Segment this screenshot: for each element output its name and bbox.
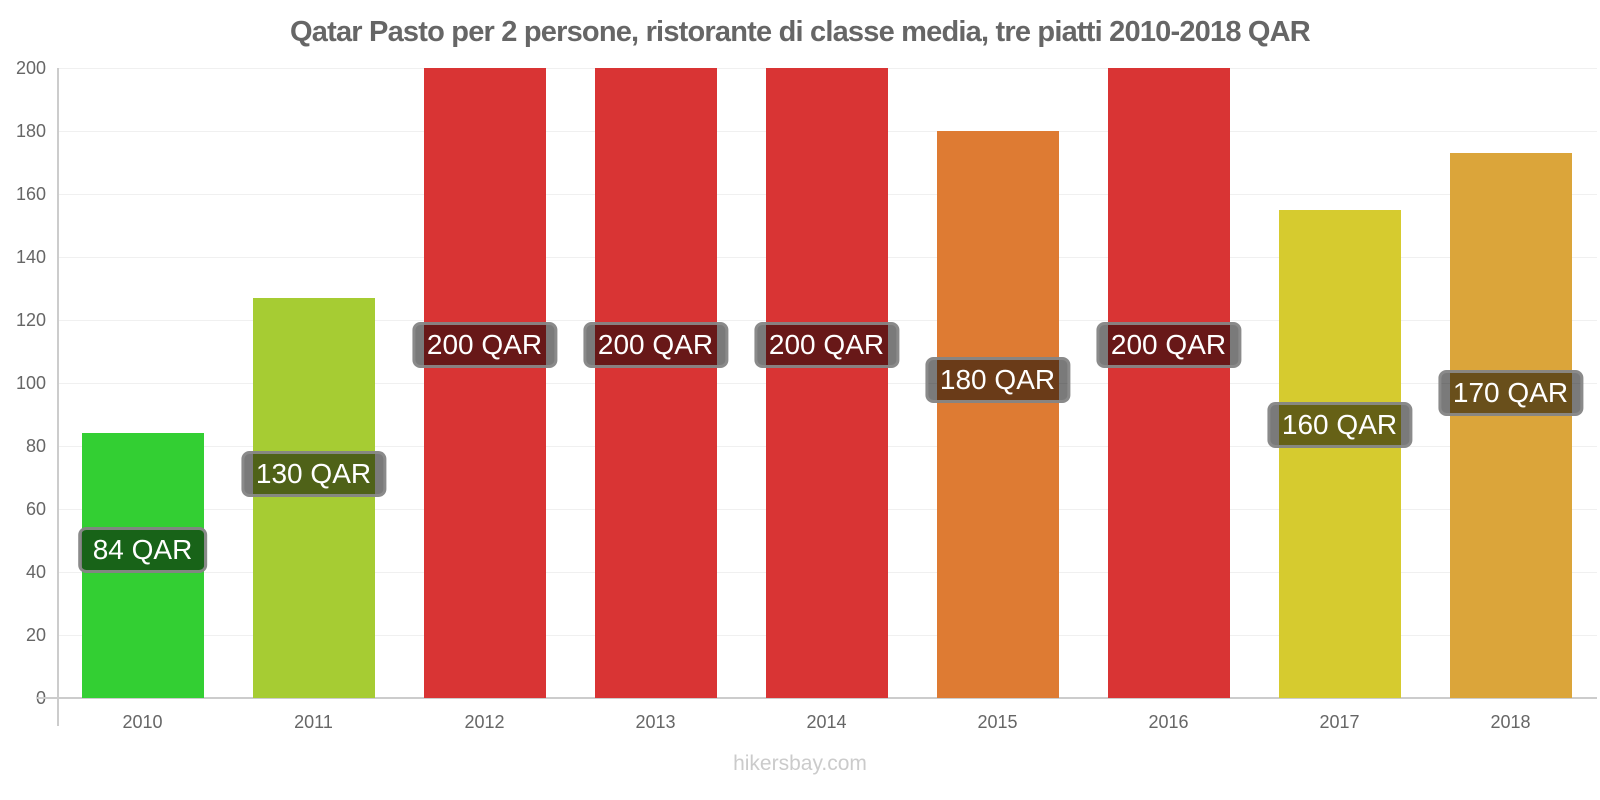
y-axis-tick-label: 120 <box>15 310 46 330</box>
y-axis-tick-label: 160 <box>15 184 46 204</box>
bar-value-label-2017: 160 QAR <box>1266 401 1413 448</box>
chart-title: Qatar Pasto per 2 persone, ristorante di… <box>290 16 1311 48</box>
bar-value-label-2014: 200 QAR <box>753 322 900 369</box>
x-axis-tick-label-2014: 2014 <box>806 712 847 732</box>
y-axis-line <box>57 68 59 726</box>
bar-2017[interactable] <box>1278 209 1401 698</box>
bar-2012[interactable] <box>423 68 546 698</box>
x-axis-tick-label-2012: 2012 <box>464 712 505 732</box>
y-axis-tick-label: 140 <box>15 247 46 267</box>
bar-value-label-2011: 130 QAR <box>240 450 387 497</box>
x-axis-tick-label-2010: 2010 <box>122 712 163 732</box>
x-axis-line <box>37 697 1597 699</box>
bar-2011[interactable] <box>252 297 375 698</box>
bar-value-label-2010: 84 QAR <box>77 526 208 573</box>
y-axis-tick-label: 20 <box>25 625 46 645</box>
bar-2013[interactable] <box>594 68 717 698</box>
bar-2015[interactable] <box>936 131 1059 698</box>
bar-2014[interactable] <box>765 68 888 698</box>
bar-value-label-2015: 180 QAR <box>924 357 1071 404</box>
y-axis-tick-label: 100 <box>15 373 46 393</box>
y-axis-tick-label: 180 <box>15 121 46 141</box>
bar-value-label-2018: 170 QAR <box>1437 369 1584 416</box>
x-axis-tick-label-2013: 2013 <box>635 712 676 732</box>
x-axis-tick-label-2015: 2015 <box>977 712 1018 732</box>
x-axis-tick-label-2017: 2017 <box>1319 712 1360 732</box>
y-axis-tick-label: 80 <box>25 436 46 456</box>
x-axis-tick-label-2011: 2011 <box>294 712 333 732</box>
y-axis-tick-label: 40 <box>25 562 46 582</box>
bar-value-label-2012: 200 QAR <box>411 322 558 369</box>
bar-value-label-2013: 200 QAR <box>582 322 729 369</box>
y-axis-tick-label: 60 <box>25 499 46 519</box>
bar-value-label-2016: 200 QAR <box>1095 322 1242 369</box>
x-axis-tick-label-2018: 2018 <box>1490 712 1531 732</box>
x-axis-tick-label-2016: 2016 <box>1148 712 1189 732</box>
y-axis-tick-label: 200 <box>15 58 46 78</box>
bar-2016[interactable] <box>1107 68 1230 698</box>
bar-2018[interactable] <box>1449 153 1572 698</box>
watermark-hikersbay: hikersbay.com <box>733 752 867 775</box>
